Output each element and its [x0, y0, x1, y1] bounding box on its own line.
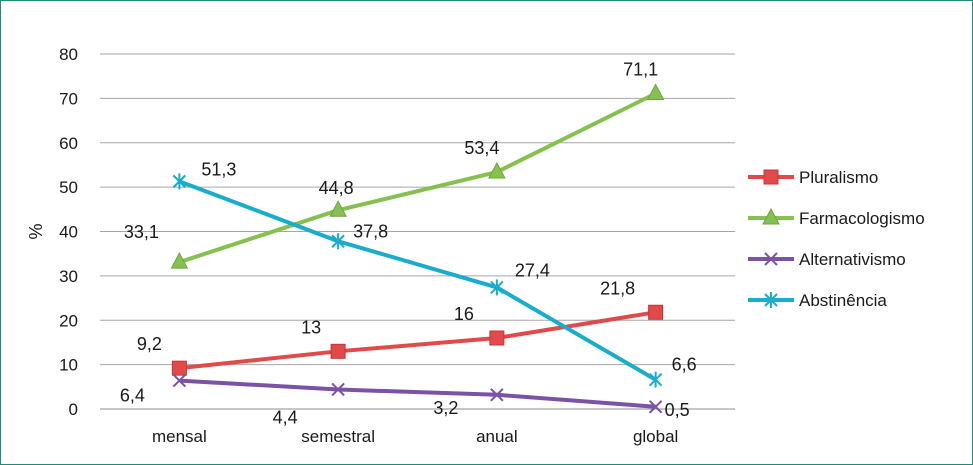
series-line — [178, 91, 657, 265]
y-tick-label: 50 — [59, 178, 78, 197]
data-label: 0,5 — [665, 400, 690, 420]
y-axis-title: % — [26, 223, 46, 239]
data-label: 6,4 — [120, 386, 145, 406]
data-point — [330, 343, 346, 359]
data-label: 9,2 — [137, 334, 162, 354]
data-labels: 9,2 13 16 21,8 33,1 44,8 53,4 71,1 6,4 4,4 3,2 0,5 5… — [120, 59, 697, 427]
x-tick-label: anual — [476, 427, 518, 446]
series-farmacologismo — [170, 83, 665, 269]
data-label: 44,8 — [319, 178, 354, 198]
legend-item: Abstinência — [748, 291, 887, 310]
series-line — [178, 179, 657, 382]
y-tick-label: 10 — [59, 356, 78, 375]
y-tick-label: 0 — [69, 400, 78, 419]
data-point — [762, 207, 780, 225]
data-label: 16 — [454, 304, 474, 324]
data-point — [171, 360, 187, 376]
x-tick-label: mensal — [152, 427, 207, 446]
y-tick-label: 70 — [59, 89, 78, 108]
data-label: 53,4 — [464, 138, 499, 158]
x-axis-ticks: mensal semestral anual global — [152, 427, 678, 446]
data-label: 21,8 — [600, 278, 635, 298]
legend-label: Pluralismo — [799, 168, 878, 187]
data-point — [172, 373, 187, 388]
data-point — [490, 388, 504, 402]
data-point — [648, 371, 663, 388]
data-label: 27,4 — [515, 260, 550, 280]
series-line — [179, 310, 656, 371]
gridlines — [100, 53, 735, 410]
data-point — [172, 173, 187, 190]
data-point — [648, 400, 663, 414]
x-tick-label: semestral — [301, 427, 375, 446]
series-group — [170, 83, 665, 414]
series-line — [179, 378, 656, 409]
y-tick-label: 40 — [59, 223, 78, 242]
data-point — [489, 330, 505, 346]
series-abstinência — [172, 173, 663, 388]
data-point — [763, 169, 779, 185]
data-point — [648, 304, 664, 320]
legend-item: Farmacologismo — [748, 207, 925, 228]
data-point — [331, 233, 345, 250]
data-point — [490, 279, 504, 296]
data-point — [646, 83, 665, 100]
y-tick-label: 60 — [59, 134, 78, 153]
data-point — [331, 382, 345, 397]
data-point — [329, 200, 347, 217]
data-label: 37,8 — [353, 221, 388, 241]
series-alternativismo — [172, 373, 663, 414]
y-tick-label: 20 — [59, 311, 78, 330]
y-tick-label: 30 — [59, 267, 78, 286]
legend-item: Pluralismo — [748, 168, 878, 187]
legend: Pluralismo Farmacologismo Alternativismo Ab… — [748, 168, 925, 310]
data-label: 51,3 — [201, 159, 236, 179]
data-label: 13 — [301, 317, 321, 337]
data-label: 33,1 — [124, 222, 159, 242]
legend-label: Farmacologismo — [799, 209, 925, 228]
legend-label: Abstinência — [799, 291, 887, 310]
data-label: 71,1 — [623, 59, 658, 79]
data-point — [488, 161, 506, 179]
data-point — [764, 292, 778, 308]
data-label: 3,2 — [433, 398, 458, 418]
y-tick-label: 80 — [59, 45, 78, 64]
data-label: 6,6 — [672, 355, 697, 375]
legend-item: Alternativismo — [748, 250, 906, 269]
y-axis-ticks: 0 10 20 30 40 50 60 70 80 — [59, 45, 78, 419]
data-point — [764, 252, 778, 266]
data-point — [170, 252, 189, 269]
x-tick-label: global — [633, 427, 678, 446]
series-pluralismo — [171, 304, 664, 376]
data-label: 4,4 — [273, 407, 298, 427]
legend-label: Alternativismo — [799, 250, 906, 269]
